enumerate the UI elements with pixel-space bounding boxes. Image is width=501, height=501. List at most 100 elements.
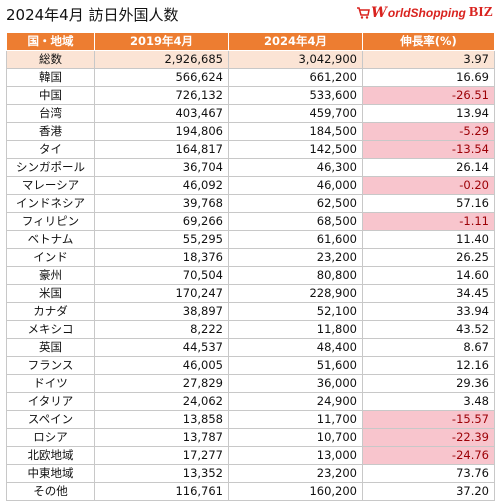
- value-2024-cell: 142,500: [228, 140, 363, 159]
- growth-cell: 16.69: [362, 68, 495, 87]
- growth-cell: 26.25: [362, 248, 495, 267]
- table-row: シンガポール 36,704 46,300 26.14: [6, 158, 495, 177]
- table-row: マレーシア 46,092 46,000 -0.20: [6, 176, 495, 195]
- value-2024-cell: 11,700: [228, 410, 363, 429]
- growth-cell: -5.29: [362, 122, 495, 141]
- value-2019-cell: 38,897: [94, 302, 229, 321]
- value-2024-cell: 10,700: [228, 428, 363, 447]
- value-2024-cell: 228,900: [228, 284, 363, 303]
- value-2024-cell: 184,500: [228, 122, 363, 141]
- value-2024-cell: 459,700: [228, 104, 363, 123]
- country-cell: カナダ: [6, 302, 95, 321]
- growth-cell: -0.20: [362, 176, 495, 195]
- page-title: 2024年4月 訪日外国人数: [6, 6, 179, 24]
- value-2019-cell: 24,062: [94, 392, 229, 411]
- country-cell: 台湾: [6, 104, 95, 123]
- value-2019-cell: 116,761: [94, 482, 229, 501]
- table-row: フィリピン 69,266 68,500 -1.11: [6, 212, 495, 231]
- country-cell: 英国: [6, 338, 95, 357]
- country-cell: フィリピン: [6, 212, 95, 231]
- country-cell: 韓国: [6, 68, 95, 87]
- growth-cell: 33.94: [362, 302, 495, 321]
- table-row: インド 18,376 23,200 26.25: [6, 248, 495, 267]
- growth-cell: -15.57: [362, 410, 495, 429]
- value-2019-cell: 18,376: [94, 248, 229, 267]
- table-row: 豪州 70,504 80,800 14.60: [6, 266, 495, 285]
- value-2024-cell: 46,000: [228, 176, 363, 195]
- growth-cell: -22.39: [362, 428, 495, 447]
- logo-biz: BIZ: [468, 5, 493, 20]
- value-2019-cell: 164,817: [94, 140, 229, 159]
- table-row: 台湾 403,467 459,700 13.94: [6, 104, 495, 123]
- table-row: カナダ 38,897 52,100 33.94: [6, 302, 495, 321]
- table-row: 中東地域 13,352 23,200 73.76: [6, 464, 495, 483]
- table-row: 北欧地域 17,277 13,000 -24.76: [6, 446, 495, 465]
- value-2024-cell: 61,600: [228, 230, 363, 249]
- value-2019-cell: 69,266: [94, 212, 229, 231]
- table-row: ドイツ 27,829 36,000 29.36: [6, 374, 495, 393]
- table-row: 米国 170,247 228,900 34.45: [6, 284, 495, 303]
- value-2024-cell: 533,600: [228, 86, 363, 105]
- country-cell: マレーシア: [6, 176, 95, 195]
- header-2024: 2024年4月: [228, 32, 363, 51]
- country-cell: 中東地域: [6, 464, 95, 483]
- header-2019: 2019年4月: [94, 32, 229, 51]
- value-2019-cell: 46,092: [94, 176, 229, 195]
- value-2019-cell: 46,005: [94, 356, 229, 375]
- growth-cell: 26.14: [362, 158, 495, 177]
- country-cell: 香港: [6, 122, 95, 141]
- value-2019-cell: 13,787: [94, 428, 229, 447]
- value-2024-cell: 62,500: [228, 194, 363, 213]
- growth-cell: 8.67: [362, 338, 495, 357]
- country-cell: 北欧地域: [6, 446, 95, 465]
- value-2019-cell: 13,858: [94, 410, 229, 429]
- value-2019-cell: 55,295: [94, 230, 229, 249]
- value-2019-cell: 2,926,685: [94, 50, 229, 69]
- table-row: その他 116,761 160,200 37.20: [6, 482, 495, 501]
- value-2024-cell: 68,500: [228, 212, 363, 231]
- value-2019-cell: 13,352: [94, 464, 229, 483]
- table-header-row: 国・地域 2019年4月 2024年4月 伸長率(%): [6, 32, 495, 51]
- growth-cell: 14.60: [362, 266, 495, 285]
- value-2024-cell: 661,200: [228, 68, 363, 87]
- table-row: 中国 726,132 533,600 -26.51: [6, 86, 495, 105]
- value-2024-cell: 13,000: [228, 446, 363, 465]
- value-2024-cell: 46,300: [228, 158, 363, 177]
- table-row: インドネシア 39,768 62,500 57.16: [6, 194, 495, 213]
- header-growth: 伸長率(%): [362, 32, 495, 51]
- value-2024-cell: 36,000: [228, 374, 363, 393]
- value-2024-cell: 3,042,900: [228, 50, 363, 69]
- table-row: ベトナム 55,295 61,600 11.40: [6, 230, 495, 249]
- country-cell: 総数: [6, 50, 95, 69]
- value-2024-cell: 160,200: [228, 482, 363, 501]
- country-cell: スペイン: [6, 410, 95, 429]
- value-2024-cell: 52,100: [228, 302, 363, 321]
- value-2019-cell: 566,624: [94, 68, 229, 87]
- value-2019-cell: 36,704: [94, 158, 229, 177]
- value-2019-cell: 27,829: [94, 374, 229, 393]
- country-cell: ベトナム: [6, 230, 95, 249]
- country-cell: メキシコ: [6, 320, 95, 339]
- country-cell: 中国: [6, 86, 95, 105]
- table-row: スペイン 13,858 11,700 -15.57: [6, 410, 495, 429]
- value-2024-cell: 24,900: [228, 392, 363, 411]
- table-row: イタリア 24,062 24,900 3.48: [6, 392, 495, 411]
- value-2024-cell: 11,800: [228, 320, 363, 339]
- visitor-table: 国・地域 2019年4月 2024年4月 伸長率(%) 総数 2,926,685 3…: [6, 32, 495, 501]
- growth-cell: -26.51: [362, 86, 495, 105]
- growth-cell: 3.97: [362, 50, 495, 69]
- value-2019-cell: 8,222: [94, 320, 229, 339]
- country-cell: タイ: [6, 140, 95, 159]
- country-cell: ドイツ: [6, 374, 95, 393]
- value-2019-cell: 726,132: [94, 86, 229, 105]
- growth-cell: -24.76: [362, 446, 495, 465]
- table-row: メキシコ 8,222 11,800 43.52: [6, 320, 495, 339]
- table-row: 韓国 566,624 661,200 16.69: [6, 68, 495, 87]
- growth-cell: 12.16: [362, 356, 495, 375]
- country-cell: フランス: [6, 356, 95, 375]
- growth-cell: 57.16: [362, 194, 495, 213]
- country-cell: インドネシア: [6, 194, 95, 213]
- header-country: 国・地域: [6, 32, 95, 51]
- country-cell: その他: [6, 482, 95, 501]
